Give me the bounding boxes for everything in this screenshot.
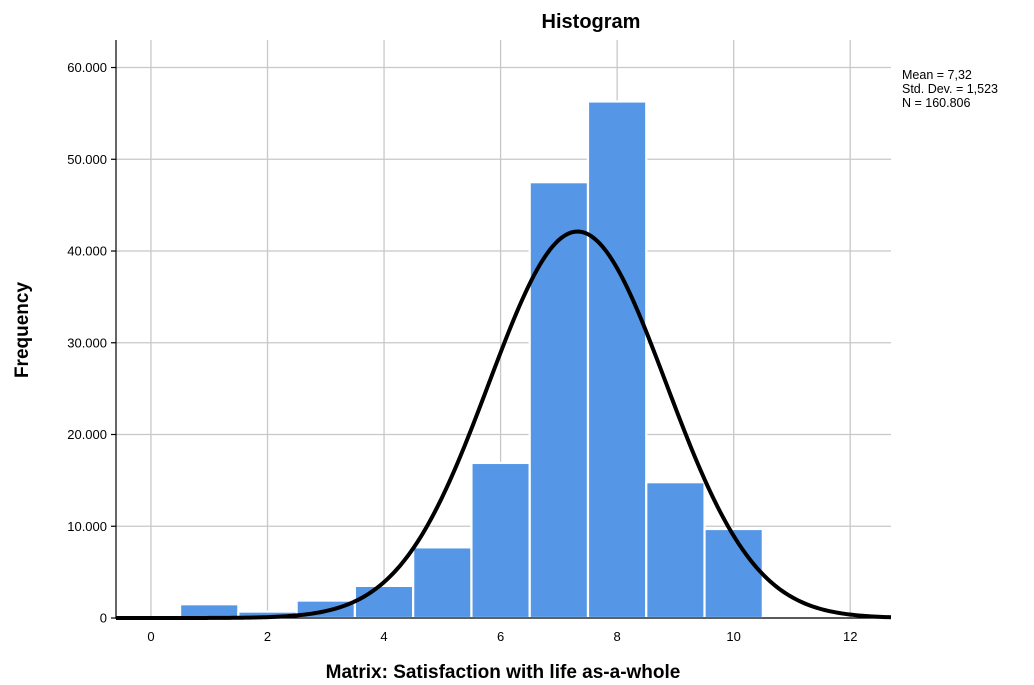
x-tick-label: 6 [497,629,504,644]
x-tick-label: 0 [147,629,154,644]
histogram-bar [412,546,473,620]
y-tick-label: 20.000 [67,427,107,442]
y-tick-label: 50.000 [67,152,107,167]
x-tick-labels: 0 2 4 6 8 10 12 [147,629,857,644]
histogram-bar [470,461,531,620]
y-tick-label: 30.000 [67,335,107,350]
x-tick-label: 12 [843,629,857,644]
chart-title: Histogram [542,11,641,33]
y-tick-label: 10.000 [67,519,107,534]
histogram-bar [528,181,590,620]
histogram-bar [645,481,706,620]
stat-mean: Mean = 7,32 [902,68,972,82]
histogram-bar [353,584,415,620]
y-axis-label: Frequency [12,282,33,379]
x-axis-label: Matrix: Satisfaction with life as-a-whol… [326,662,681,683]
histogram-bar [586,100,648,620]
histogram-bar [703,527,764,620]
axes [111,40,891,619]
x-tick-label: 2 [264,629,271,644]
stat-std-dev: Std. Dev. = 1,523 [902,82,998,96]
x-tick-label: 10 [726,629,740,644]
y-tick-labels: 0 10.000 20.000 30.000 40.000 50.000 60.000 [67,60,107,625]
x-tick-label: 8 [614,629,621,644]
x-tick-label: 4 [380,629,387,644]
stats-box: Mean = 7,32 Std. Dev. = 1,523 N = 160.80… [902,68,998,110]
y-tick-label: 0 [100,611,107,626]
y-tick-label: 60.000 [67,60,107,75]
y-tick-label: 40.000 [67,244,107,259]
stat-n: N = 160.806 [902,96,971,110]
